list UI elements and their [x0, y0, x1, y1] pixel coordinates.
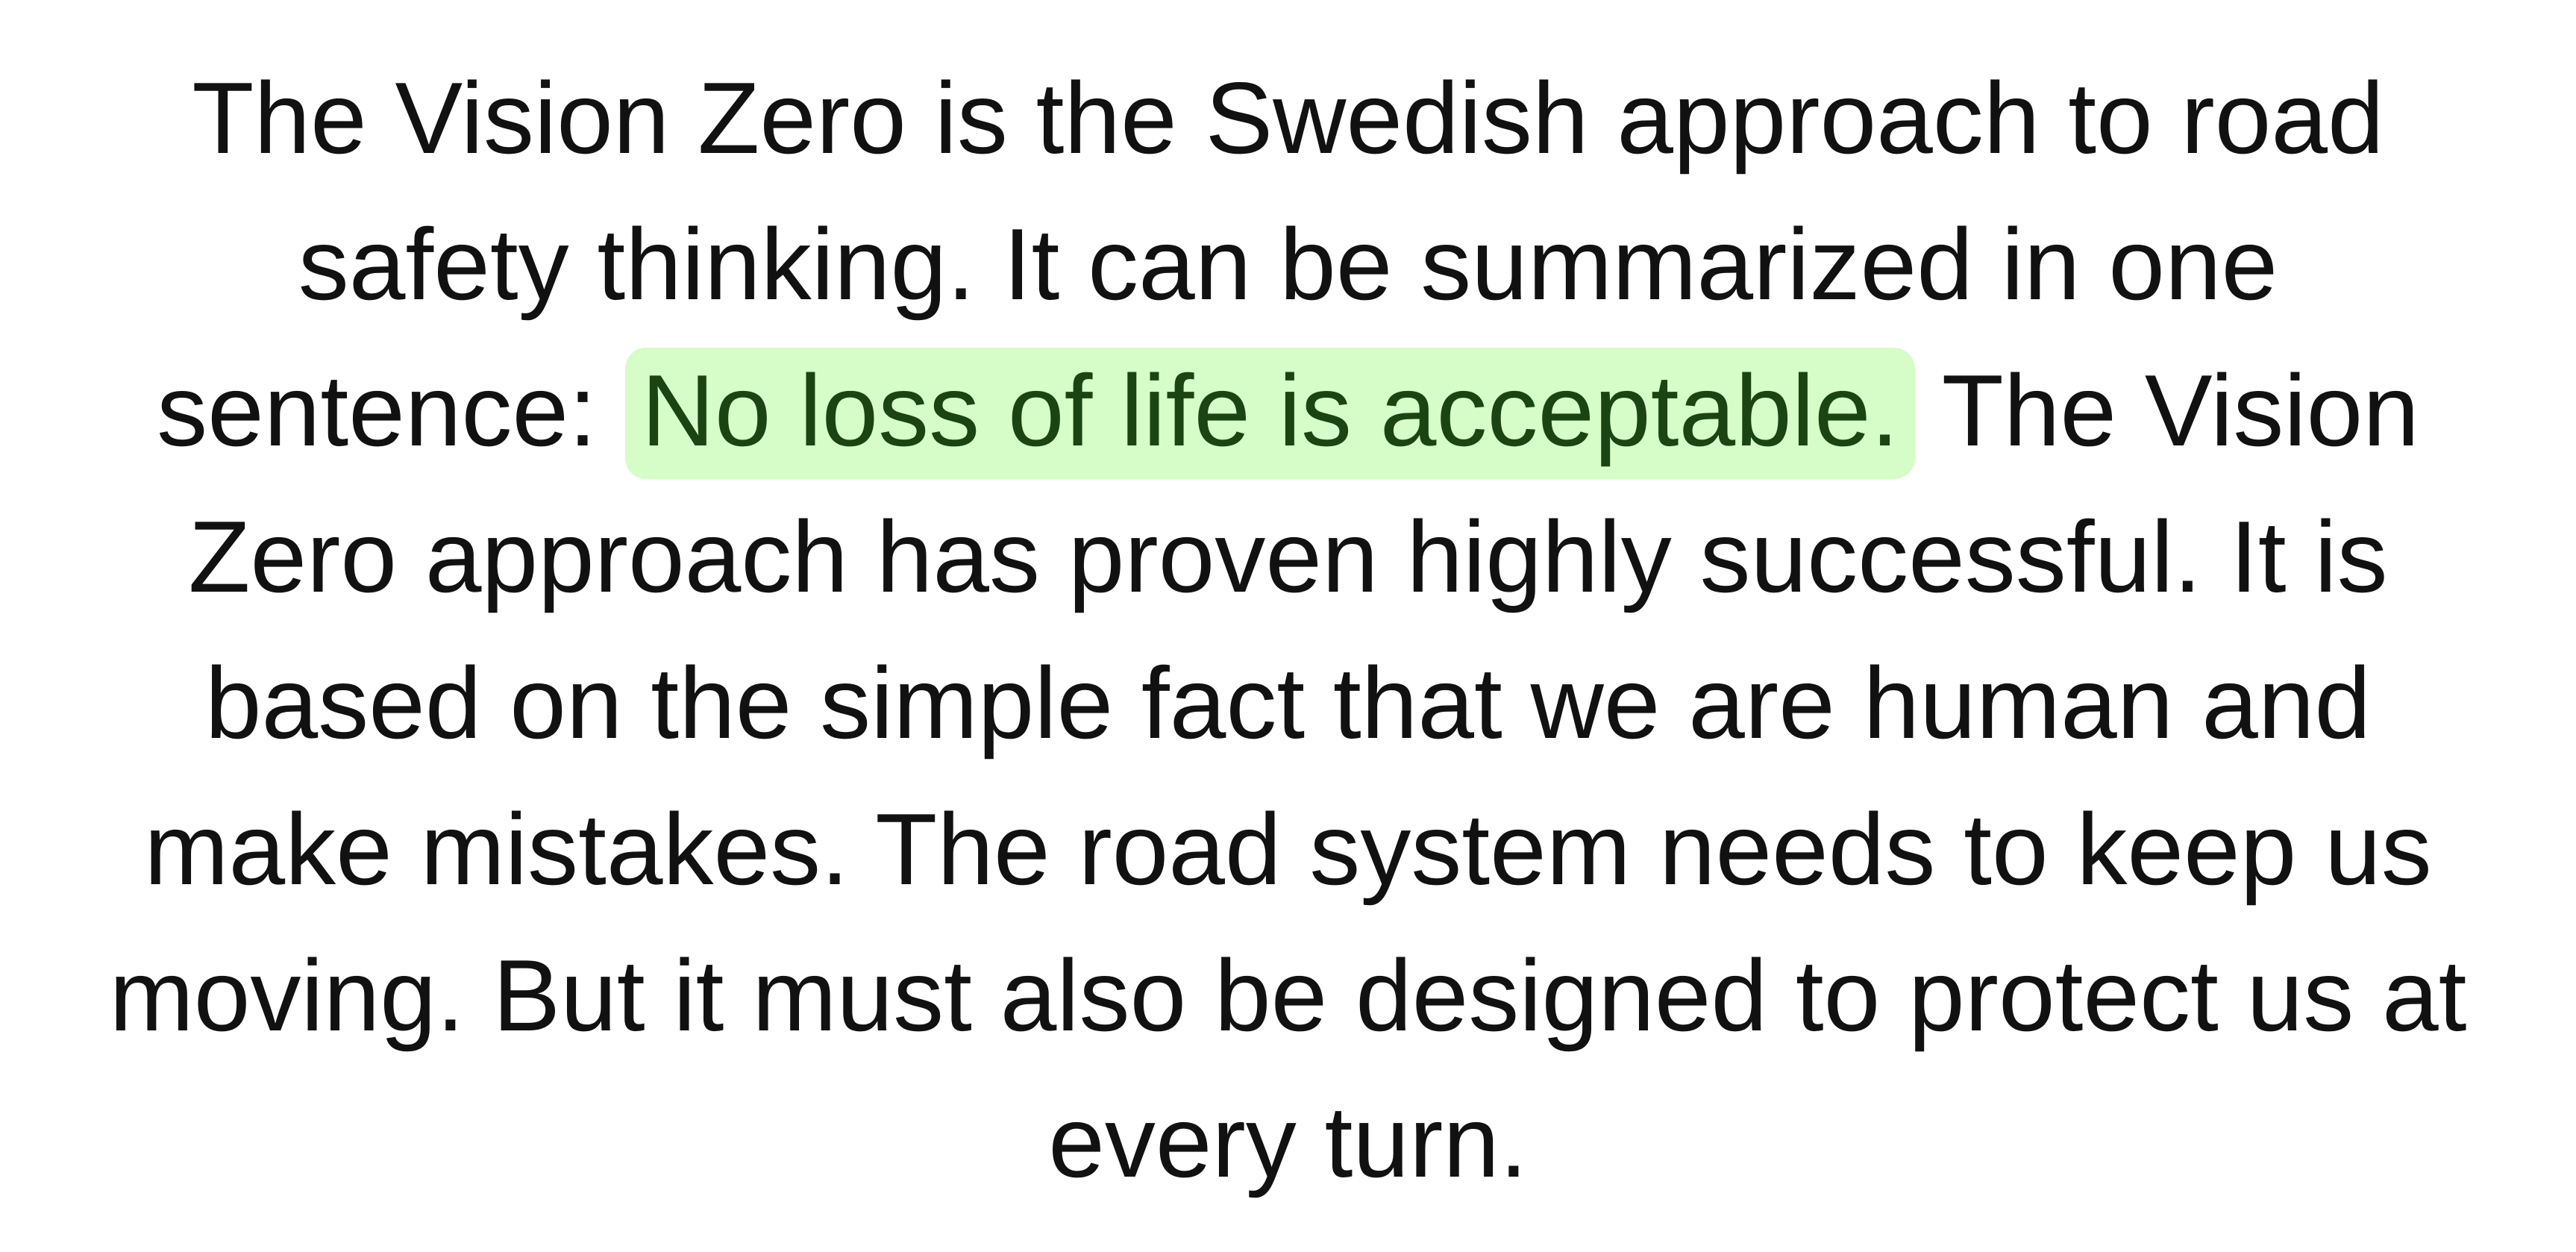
passage-text-before-highlight: The Vision Zero is the Swedish approach … — [157, 61, 2384, 467]
highlighted-sentence[interactable]: No loss of life is acceptable. — [624, 348, 1916, 479]
passage-paragraph: The Vision Zero is the Swedish approach … — [67, 45, 2509, 1215]
passage-text-after-highlight: The Vision Zero approach has proven high… — [109, 354, 2467, 1198]
